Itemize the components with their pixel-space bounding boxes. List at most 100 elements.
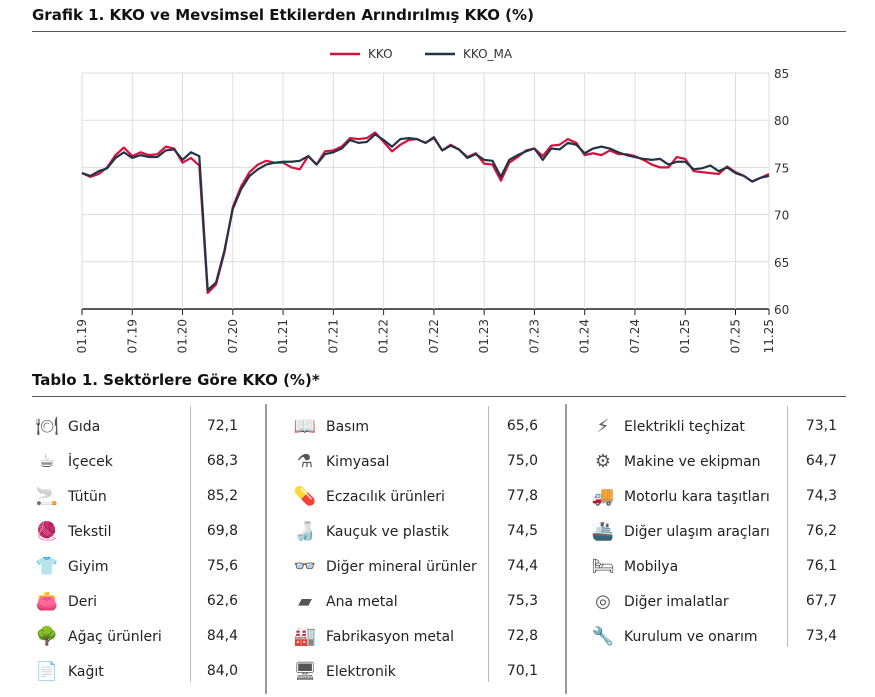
x-tick-label: 01.25 bbox=[678, 319, 692, 353]
table-row: ⚡ Elektrikli teçhizat bbox=[588, 409, 745, 444]
value-divider bbox=[787, 406, 788, 647]
table-row: 📖 Basım bbox=[290, 409, 369, 444]
sector-value: 76,2 bbox=[805, 523, 837, 539]
table-row: 🛏 Mobilya bbox=[588, 549, 679, 584]
sector-value: 68,3 bbox=[206, 453, 238, 469]
truck-icon: 🚚 bbox=[591, 486, 615, 507]
table-row: 🍶 Kauçuk ve plastik bbox=[290, 514, 449, 549]
sector-value: 84,4 bbox=[206, 628, 238, 644]
x-tick-label: 01.22 bbox=[377, 319, 391, 353]
sector-label: Motorlu kara taşıtları bbox=[624, 488, 770, 505]
chart-title: Grafik 1. KKO ve Mevsimsel Etkilerden Ar… bbox=[32, 6, 534, 24]
x-tick-label: 01.19 bbox=[75, 319, 89, 353]
shirt-icon: 👕 bbox=[35, 556, 59, 577]
x-tick-label: 07.19 bbox=[125, 319, 139, 353]
sector-label: Eczacılık ürünleri bbox=[326, 488, 445, 505]
sector-value: 75,0 bbox=[506, 453, 538, 469]
flask-icon: ⚗ bbox=[296, 451, 314, 472]
sector-label: Kauçuk ve plastik bbox=[326, 523, 449, 540]
sector-label: Basım bbox=[326, 418, 370, 435]
sector-label: Fabrikasyon metal bbox=[326, 628, 454, 645]
bottle-icon: 🍶 bbox=[293, 521, 317, 542]
glasses-icon: 👓 bbox=[293, 556, 317, 577]
sector-value: 84,0 bbox=[206, 663, 238, 679]
sector-value: 75,3 bbox=[506, 593, 538, 609]
sector-value: 70,1 bbox=[506, 663, 538, 679]
monitor-icon: 🖥 bbox=[293, 661, 317, 682]
table-row: 🚚 Motorlu kara taşıtları bbox=[588, 479, 770, 514]
sector-value: 73,4 bbox=[805, 628, 837, 644]
sector-value: 73,1 bbox=[805, 418, 837, 434]
sector-value: 62,6 bbox=[206, 593, 238, 609]
x-tick-label: 01.20 bbox=[176, 319, 190, 353]
y-tick-label: 85 bbox=[774, 67, 789, 81]
sector-label: Giyim bbox=[68, 558, 109, 575]
value-divider bbox=[488, 406, 489, 682]
x-tick-label: 07.21 bbox=[326, 319, 340, 353]
sector-label: Ağaç ürünleri bbox=[68, 628, 162, 645]
y-tick-label: 65 bbox=[774, 256, 789, 270]
book-icon: 📖 bbox=[293, 416, 317, 437]
x-tick-label: 07.23 bbox=[527, 319, 541, 353]
sector-value: 72,8 bbox=[506, 628, 538, 644]
sector-table: 🍽 Gıda 72,1 ☕ İçecek 68,3 🚬 Tütün 85,2 🧶 Tekstil 69… bbox=[0, 400, 875, 697]
legend-label: KKO_MA bbox=[463, 47, 513, 61]
sector-value: 74,5 bbox=[506, 523, 538, 539]
sector-value: 65,6 bbox=[506, 418, 538, 434]
sector-value: 85,2 bbox=[206, 488, 238, 504]
sector-value: 69,8 bbox=[206, 523, 238, 539]
line-chart: 60 65 70 75 80 85 01.19 07.19 01.20 07.20 01.21 07.… bbox=[75, 47, 789, 353]
table-row: 🍽 Gıda bbox=[32, 409, 101, 444]
sector-label: Mobilya bbox=[624, 558, 679, 575]
x-tick-label: 11.25 bbox=[762, 319, 776, 353]
table-row: ◎ Diğer imalatlar bbox=[588, 584, 729, 619]
table-row: ▰ Ana metal bbox=[290, 584, 398, 619]
cigarette-icon: 🚬 bbox=[35, 486, 59, 507]
sector-label: Diğer imalatlar bbox=[624, 593, 729, 610]
table-row: 👛 Deri bbox=[32, 584, 97, 619]
x-tick-label: 01.24 bbox=[578, 319, 592, 353]
chart-title-rule bbox=[32, 31, 846, 32]
column-separator bbox=[565, 404, 567, 694]
sector-label: Kimyasal bbox=[326, 453, 390, 470]
table-row: 🧶 Tekstil bbox=[32, 514, 112, 549]
y-tick-label: 70 bbox=[774, 209, 789, 223]
yarn-icon: 🧶 bbox=[35, 521, 59, 542]
lightning-icon: ⚡ bbox=[596, 416, 610, 437]
table-row: 🏭 Fabrikasyon metal bbox=[290, 619, 454, 654]
table-row: 🌳 Ağaç ürünleri bbox=[32, 619, 162, 654]
gears-icon: ⚙ bbox=[594, 451, 612, 472]
x-tick-label: 07.20 bbox=[226, 319, 240, 353]
sector-label: Ana metal bbox=[326, 593, 398, 610]
x-tick-label: 07.24 bbox=[628, 319, 642, 353]
sector-label: Deri bbox=[68, 593, 98, 610]
column-separator bbox=[265, 404, 267, 694]
x-tick-label: 07.22 bbox=[427, 319, 441, 353]
table-title-rule bbox=[32, 396, 846, 397]
sector-label: Gıda bbox=[68, 418, 101, 435]
x-tick-label: 01.23 bbox=[477, 319, 491, 353]
sector-label: Diğer mineral ürünler bbox=[326, 558, 477, 575]
sector-value: 74,4 bbox=[506, 558, 538, 574]
x-tick-label: 07.25 bbox=[728, 319, 742, 353]
sector-label: Elektrikli teçhizat bbox=[624, 418, 745, 435]
value-divider bbox=[190, 406, 191, 682]
fork-plate-icon: 🍽 bbox=[35, 416, 59, 437]
sector-value: 67,7 bbox=[805, 593, 837, 609]
wrench-screwdriver-icon: 🔧 bbox=[591, 626, 615, 647]
table-row: 👕 Giyim bbox=[32, 549, 109, 584]
wallet-icon: 👛 bbox=[35, 591, 59, 612]
sector-value: 75,6 bbox=[206, 558, 238, 574]
y-tick-label: 60 bbox=[774, 303, 789, 317]
tree-icon: 🌳 bbox=[35, 626, 59, 647]
table-title: Tablo 1. Sektörlere Göre KKO (%)* bbox=[32, 371, 320, 389]
sector-label: Diğer ulaşım araçları bbox=[624, 523, 770, 540]
ship-icon: 🚢 bbox=[591, 521, 615, 542]
cup-icon: ☕ bbox=[38, 451, 56, 472]
table-row: 👓 Diğer mineral ürünler bbox=[290, 549, 477, 584]
series-line-kko-ma bbox=[81, 133, 770, 292]
sector-value: 77,8 bbox=[506, 488, 538, 504]
x-tick-label: 01.21 bbox=[276, 319, 290, 353]
sector-label: Elektronik bbox=[326, 663, 396, 680]
pills-icon: 💊 bbox=[293, 486, 317, 507]
